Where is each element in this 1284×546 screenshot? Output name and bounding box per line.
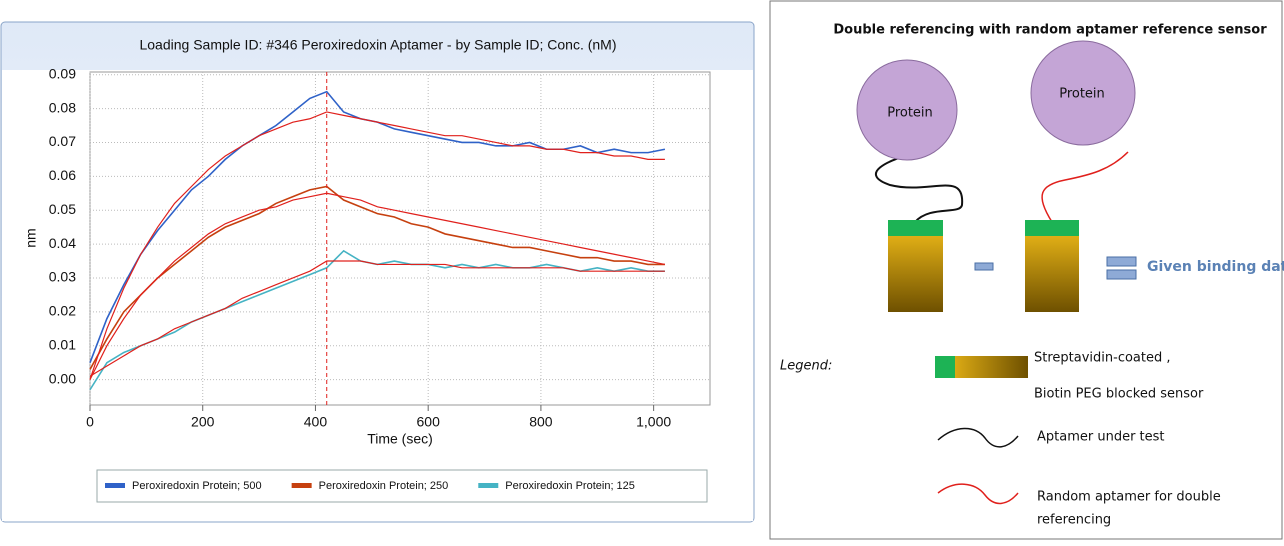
minus-sign (974, 262, 994, 271)
y-tick-label: 0.04 (49, 235, 76, 251)
x-axis-label: Time (sec) (367, 431, 433, 447)
plot-area (89, 71, 711, 406)
y-tick-label: 0.09 (49, 65, 76, 81)
x-tick-label: 0 (86, 414, 94, 430)
y-tick-label: 0.05 (49, 201, 76, 217)
plot: 0.00 0.01 0.02 0.03 0.04 0.05 0.06 0.07 0.08 0.09… (49, 65, 711, 430)
legend: Peroxiredoxin Protein; 500 Peroxiredoxin … (105, 480, 635, 492)
protein-label: Protein (1059, 87, 1105, 102)
legend-swatch (478, 483, 499, 488)
fit-line (89, 192, 666, 380)
y-tick-label: 0.08 (49, 99, 76, 115)
x-tick-label: 800 (529, 414, 553, 430)
protein (856, 59, 958, 161)
x-tick-label: 200 (191, 414, 215, 430)
legend-box (96, 469, 708, 503)
legend-text: Random aptamer for double (1037, 490, 1221, 505)
given-label: Given binding data (1147, 259, 1284, 275)
legend-sensor (935, 356, 1028, 378)
legend-label: Peroxiredoxin Protein; 250 (319, 480, 449, 492)
x-tick-label: 1,000 (636, 414, 671, 430)
legend-random-aptamer (937, 483, 1019, 505)
chart-title: Loading Sample ID: #346 Peroxiredoxin Ap… (139, 37, 616, 53)
random-aptamer-strand (1041, 151, 1129, 223)
legend-text: Streptavidin-coated , (1034, 351, 1171, 366)
legend-title: Legend: (780, 359, 832, 374)
aptamer-strand (875, 149, 964, 223)
equals-sign (1106, 269, 1137, 280)
legend-label: Peroxiredoxin Protein; 500 (132, 480, 262, 492)
protein (1030, 40, 1136, 146)
sensor-coating (888, 220, 943, 236)
sensor-coating (1025, 220, 1079, 236)
y-axis-label: nm (23, 228, 39, 247)
fit-line (89, 111, 665, 380)
fit-line (89, 260, 665, 377)
legend-label: Peroxiredoxin Protein; 125 (505, 480, 635, 492)
equals-sign (1106, 256, 1137, 267)
y-tick-label: 0.00 (49, 370, 76, 386)
y-tick-label: 0.06 (49, 167, 76, 183)
x-tick-label: 400 (304, 414, 328, 430)
legend-text: Aptamer under test (1037, 430, 1165, 445)
legend-swatch (291, 483, 312, 488)
protein-label: Protein (887, 106, 933, 121)
data-line (89, 185, 665, 370)
y-tick-label: 0.02 (49, 303, 76, 319)
y-tick-label: 0.01 (49, 336, 76, 352)
x-tick-label: 600 (417, 414, 441, 430)
legend-aptamer (937, 427, 1019, 448)
y-tick-label: 0.07 (49, 133, 76, 149)
legend-swatch (105, 483, 125, 488)
diagram-title: Double referencing with random aptamer r… (833, 23, 1267, 38)
legend-text: Biotin PEG blocked sensor (1034, 387, 1204, 402)
legend-sensor-coating (935, 356, 955, 378)
y-tick-label: 0.03 (49, 269, 76, 285)
legend-text: referencing (1037, 513, 1111, 528)
